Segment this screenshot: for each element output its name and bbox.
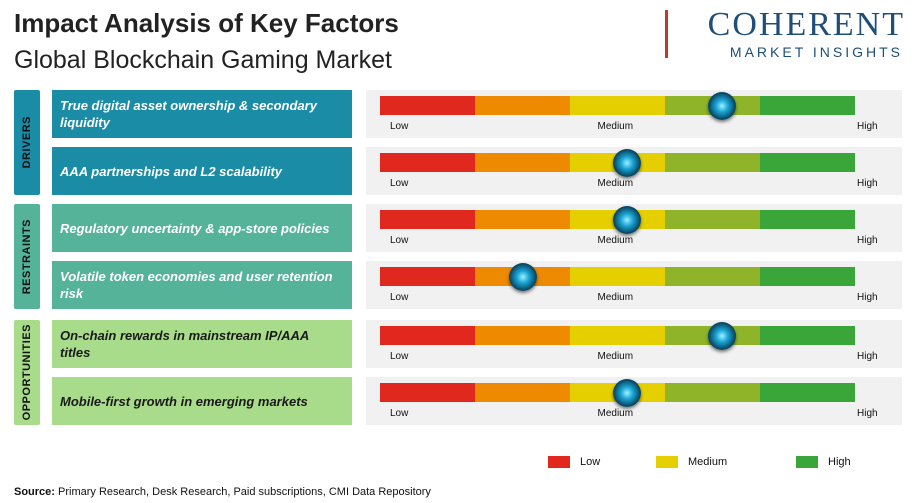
group-label-text: DRIVERS [21,116,33,169]
meter-segment [475,153,570,172]
impact-marker [708,92,736,120]
meter-segment [570,267,665,286]
meter-segment [665,383,760,402]
logo-sub-text: MARKET INSIGHTS [729,44,903,60]
scale-label-high: High [857,351,878,362]
group-label-text: RESTRAINTS [21,218,33,295]
scale-label-low: Low [390,351,409,362]
impact-meter: Low Medium High [366,261,902,309]
group-label-opportunities: OPPORTUNITIES [14,320,40,425]
meter-segment [760,153,855,172]
meter-segment [380,210,475,229]
legend-item: Medium [656,456,727,468]
logo-main-text: COHERENT [707,6,905,43]
impact-meter: Low Medium High [366,377,902,425]
scale-label-low: Low [390,292,409,303]
scale-label-medium: Medium [597,351,634,362]
source-note: Source: Primary Research, Desk Research,… [14,486,431,498]
meter-segment [475,326,570,345]
meter-segment [760,96,855,115]
scale-label-low: Low [390,408,409,419]
scale-label-medium: Medium [597,121,634,132]
scale-label-medium: Medium [597,178,634,189]
scale-label-low: Low [390,121,409,132]
scale-label-high: High [857,408,878,419]
meter-segment [570,96,665,115]
scale-label-high: High [857,292,878,303]
meter-segment [380,267,475,286]
impact-marker [613,379,641,407]
legend-swatch [796,456,818,468]
meter-segment [475,96,570,115]
meter-segment [760,326,855,345]
meter-segment [380,326,475,345]
factor-label: Regulatory uncertainty & app-store polic… [52,204,352,252]
meter-segment [760,210,855,229]
scale-label-medium: Medium [597,408,634,419]
scale-label-medium: Medium [597,292,634,303]
impact-marker [708,322,736,350]
impact-meter: Low Medium High [366,204,902,252]
legend-label: Medium [688,456,728,468]
meter-segment [380,153,475,172]
group-label-text: OPPORTUNITIES [21,324,33,421]
factor-label: True digital asset ownership & secondary… [52,90,352,138]
company-logo: COHERENT MARKET INSIGHTS [665,6,905,62]
impact-marker [613,206,641,234]
meter-segment [475,383,570,402]
page-title: Impact Analysis of Key Factors [14,8,399,38]
page-subtitle: Global Blockchain Gaming Market [14,46,392,74]
scale-label-low: Low [390,178,409,189]
impact-meter: Low Medium High [366,90,902,138]
impact-meter: Low Medium High [366,320,902,368]
meter-segment [760,383,855,402]
source-text: Primary Research, Desk Research, Paid su… [54,486,431,498]
impact-marker [508,263,537,291]
legend-swatch [548,456,570,468]
meter-segment [665,267,760,286]
meter-segment [760,267,855,286]
scale-label-medium: Medium [597,235,634,246]
meter-segment [665,153,760,172]
legend-item: Low [548,456,600,468]
scale-label-high: High [857,178,878,189]
group-label-restraints: RESTRAINTS [14,204,40,309]
group-label-drivers: DRIVERS [14,90,40,195]
scale-label-low: Low [390,235,409,246]
legend-label: Low [580,456,601,468]
legend-label: High [828,456,851,468]
impact-meter: Low Medium High [366,147,902,195]
legend-swatch [656,456,678,468]
factor-label: On-chain rewards in mainstream IP/AAA ti… [52,320,352,368]
impact-marker [613,149,641,177]
scale-label-high: High [857,235,878,246]
meter-segment [570,326,665,345]
meter-segment [380,383,475,402]
source-label: Source: [14,486,55,498]
logo-accent-bar [665,10,668,58]
meter-segment [665,210,760,229]
meter-segment [475,210,570,229]
factor-label: Mobile-first growth in emerging markets [52,377,352,425]
factor-label: Volatile token economies and user retent… [52,261,352,309]
meter-segment [380,96,475,115]
legend-item: High [796,456,851,468]
scale-label-high: High [857,121,878,132]
factor-label: AAA partnerships and L2 scalability [52,147,352,195]
